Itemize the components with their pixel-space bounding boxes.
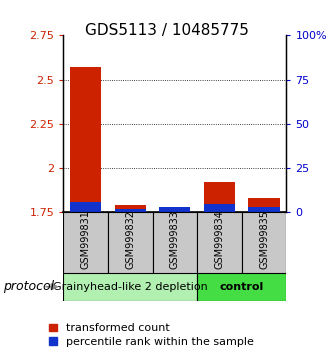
Text: control: control	[220, 282, 264, 292]
Bar	[159, 207, 190, 212]
Bar	[63, 212, 108, 273]
Bar	[153, 212, 197, 273]
Bar	[70, 202, 101, 212]
Bar	[248, 207, 280, 212]
Text: GSM999835: GSM999835	[259, 210, 269, 269]
Bar	[197, 273, 286, 301]
Bar	[242, 212, 286, 273]
Text: protocol: protocol	[3, 280, 55, 293]
Bar	[248, 198, 280, 212]
Bar	[204, 204, 235, 212]
Bar	[108, 212, 153, 273]
Bar	[63, 273, 197, 301]
Legend: transformed count, percentile rank within the sample: transformed count, percentile rank withi…	[49, 323, 253, 347]
Bar	[197, 212, 242, 273]
Bar	[204, 182, 235, 212]
Bar	[115, 209, 146, 212]
Text: Grainyhead-like 2 depletion: Grainyhead-like 2 depletion	[53, 282, 207, 292]
Bar	[70, 67, 101, 212]
Text: GDS5113 / 10485775: GDS5113 / 10485775	[85, 23, 248, 38]
Bar	[115, 205, 146, 212]
Text: GSM999831: GSM999831	[81, 210, 91, 269]
Text: GSM999833: GSM999833	[170, 210, 180, 269]
Bar	[159, 211, 190, 212]
Text: GSM999832: GSM999832	[125, 210, 135, 269]
Text: GSM999834: GSM999834	[214, 210, 224, 269]
